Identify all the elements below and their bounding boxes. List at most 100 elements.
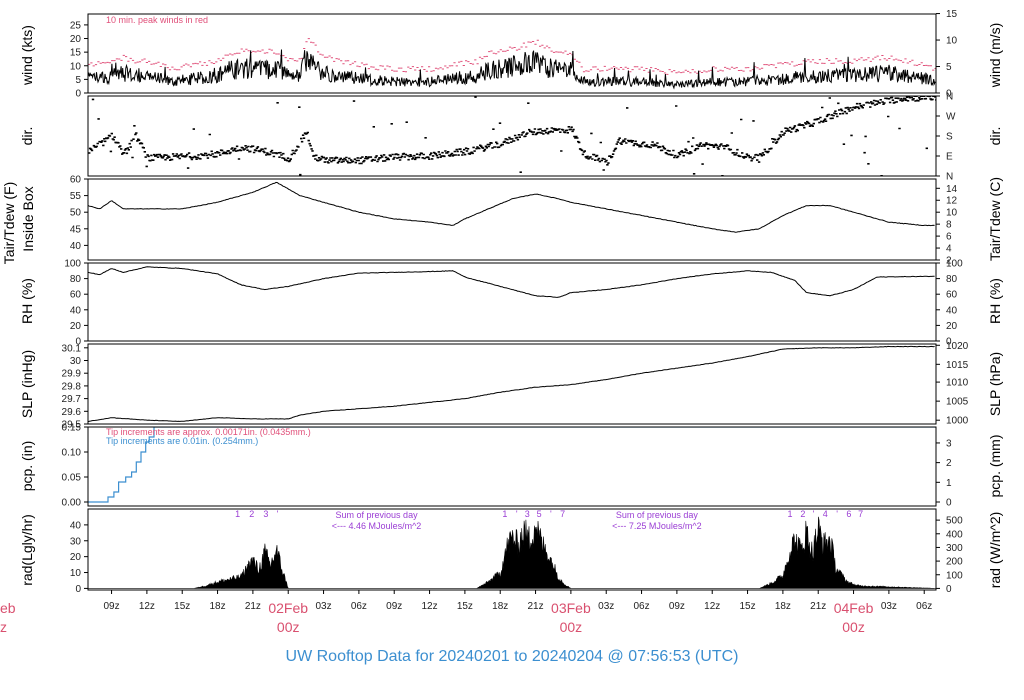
left-tick-label: 100 <box>64 259 81 270</box>
daily-sum-title: Sum of previous day <box>336 510 419 520</box>
day-zone-label: 00z <box>560 619 583 635</box>
right-tick-label: 1010 <box>946 378 969 389</box>
right-tick-label: 10 <box>946 36 958 47</box>
daily-sum-value: <--- 4.46 MJoules/m^2 <box>332 521 422 531</box>
y-axis-label-right: wind (m/s) <box>987 23 1003 89</box>
precip-series <box>88 427 936 503</box>
hour-marker: 2 <box>249 509 254 519</box>
day-zone-label: 00z <box>842 619 865 635</box>
y-axis-label: RH (%) <box>19 278 35 324</box>
time-tick-label: 18z <box>209 601 225 612</box>
right-tick-label: N <box>946 172 953 183</box>
time-tick-label: 21z <box>245 601 261 612</box>
time-tick-label: 21z <box>527 601 543 612</box>
y-axis-label-right: SLP (hPa) <box>987 352 1003 416</box>
left-tick-label: 10 <box>70 568 82 579</box>
left-tick-label: 20 <box>70 34 82 45</box>
right-tick-label: 200 <box>946 557 963 568</box>
left-tick-label: 29.8 <box>62 381 82 392</box>
left-tick-label: 30 <box>70 536 82 547</box>
daily-sum-value: <--- 7.25 MJoules/m^2 <box>612 521 702 531</box>
right-tick-label: 100 <box>946 259 963 270</box>
panel-rh: 0 20 40 60 80 100 0 20 40 60 80 100 RH (%) RH (%) <box>19 259 1003 348</box>
y-axis-label-right: dir. <box>987 127 1003 146</box>
right-tick-label: E <box>946 152 953 163</box>
right-tick-label: 400 <box>946 529 963 540</box>
hour-marker: 7 <box>560 509 565 519</box>
daily-sum-title: Sum of previous day <box>616 510 699 520</box>
panel-frame <box>87 343 937 425</box>
peak-wind-series <box>88 38 936 75</box>
time-tick-label: 15z <box>457 601 473 612</box>
left-tick-label: 0.15 <box>62 423 82 434</box>
right-tick-label: 60 <box>946 290 958 301</box>
panel-frame <box>87 178 937 261</box>
hour-marker: 5 <box>537 509 542 519</box>
time-tick-label: 12z <box>421 601 437 612</box>
day-label: 02Feb <box>268 600 308 616</box>
y-axis-label-right: Tair/Tdew (C) <box>987 177 1003 261</box>
slp-series <box>88 345 935 423</box>
right-tick-label: 15 <box>946 9 958 20</box>
right-tick-label: 300 <box>946 543 963 554</box>
panel-data <box>88 266 935 298</box>
hour-marker: 1 <box>502 509 507 519</box>
left-tick-label: 40 <box>70 520 82 531</box>
left-tick-label: 40 <box>70 305 82 316</box>
y-axis-label: rad(Lgly/hr) <box>19 514 35 586</box>
right-tick-label: 0 <box>946 89 952 100</box>
hour-marker: 3 <box>263 509 268 519</box>
y-axis-label: Tair/Tdew (F) <box>1 182 17 264</box>
right-tick-label: 100 <box>946 570 963 581</box>
left-tick-label: 80 <box>70 274 82 285</box>
left-tick-label: 60 <box>70 175 82 186</box>
hour-marker: 2 <box>800 509 805 519</box>
right-tick-label: 40 <box>946 305 958 316</box>
hour-marker: 4 <box>823 509 828 519</box>
left-tick-label: 60 <box>70 290 82 301</box>
right-tick-label: 1005 <box>946 397 969 408</box>
time-tick-label: 09z <box>103 601 119 612</box>
time-tick-label: 15z <box>739 601 755 612</box>
panel-slp: 29.5 29.6 29.7 29.829.9 30 30.1 1000 1005 1010 10… <box>19 341 1003 431</box>
panel-wind: 0 5 10 15 20 25 0 5 10 15 wind (kts) wind (m/s) 10 m… <box>19 9 1003 99</box>
right-tick-label: 5 <box>946 62 952 73</box>
left-tick-label: 29.6 <box>62 407 82 418</box>
page-title: UW Rooftop Data for 20240201 to 20240204… <box>285 648 739 665</box>
hour-marker: 1 <box>235 509 240 519</box>
time-tick-label: 09z <box>669 601 685 612</box>
y-axis-label-right: pcp. (mm) <box>987 435 1003 498</box>
left-tick-label: 0.00 <box>62 498 82 509</box>
right-tick-label: 0 <box>946 584 952 595</box>
panel-frame <box>87 13 937 94</box>
left-tick-label: 29.5 <box>62 420 82 431</box>
right-tick-label: 3 <box>946 438 952 449</box>
left-tick-label: 15 <box>70 48 82 59</box>
radiation-series <box>88 516 936 589</box>
left-tick-label: 55 <box>70 191 82 202</box>
left-tick-label: 0.05 <box>62 473 82 484</box>
left-tick-label: 29.9 <box>62 369 82 380</box>
hour-marker: 1 <box>787 509 792 519</box>
hour-marker: ' <box>516 509 518 519</box>
day-zone-label-cut: z <box>0 619 7 635</box>
right-tick-label: 0 <box>946 337 952 348</box>
right-tick-label: 20 <box>946 321 958 332</box>
left-tick-label: 10 <box>70 61 82 72</box>
right-tick-label: 2 <box>946 256 952 267</box>
temp-series <box>88 181 935 233</box>
right-tick-label: 1 <box>946 478 952 489</box>
time-tick-label: 03z <box>315 601 331 612</box>
time-tick-label: 06z <box>351 601 367 612</box>
hour-marker: 6 <box>846 509 851 519</box>
left-tick-label: 20 <box>70 552 82 563</box>
y-axis-label: dir. <box>19 127 35 146</box>
wind-series <box>88 49 936 90</box>
right-tick-label: 8 <box>946 220 952 231</box>
y-axis-label: wind (kts) <box>19 25 35 86</box>
left-tick-label: 40 <box>70 241 82 252</box>
left-tick-label: 45 <box>70 224 82 235</box>
time-tick-label: 03z <box>598 601 614 612</box>
panel-data <box>88 516 936 589</box>
day-label: 04Feb <box>834 600 874 616</box>
